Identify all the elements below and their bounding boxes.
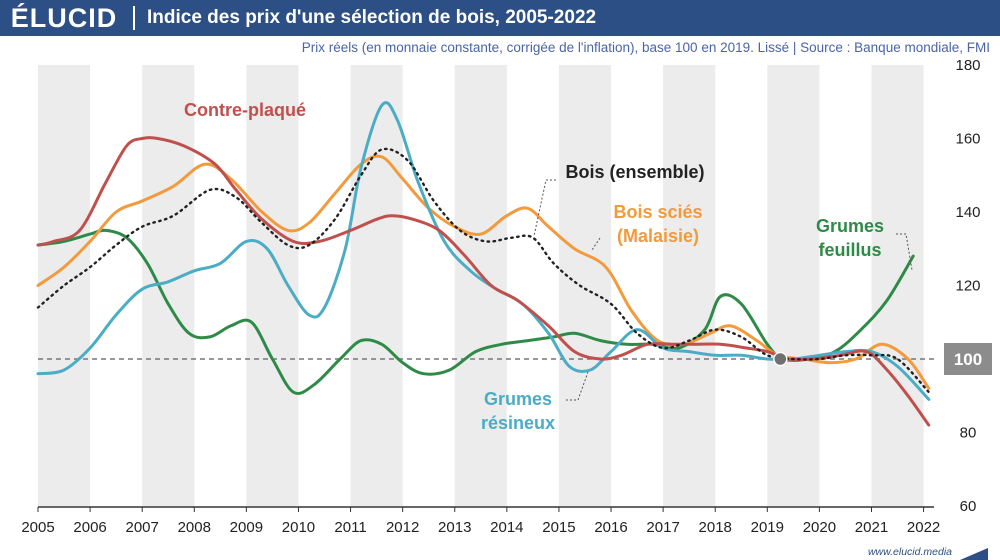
year-band (558, 65, 612, 506)
header-bar (0, 0, 1000, 36)
label-leader (591, 237, 601, 251)
x-tick-label: 2011 (334, 519, 366, 536)
series-lines (36, 101, 931, 427)
x-tick-label: 2007 (125, 519, 158, 536)
label-leader (896, 233, 913, 271)
year-band (767, 65, 820, 506)
year-band (38, 65, 91, 506)
y-tick-label: 120 (955, 278, 980, 295)
label-leader (566, 371, 589, 401)
series-line-grumes-feuillus (36, 228, 915, 396)
x-tick-label: 2008 (178, 519, 211, 536)
series-label-bois-ensemble: Bois (ensemble) (565, 162, 704, 182)
series-label-grumes-resineux: résineux (481, 413, 555, 433)
x-axis: 2005 2006 2007 2008 2009 2010 2011 2012 2013 2014… (21, 506, 940, 536)
series-label-bois-scies: Bois sciés (613, 202, 702, 222)
elucid-mark-icon (960, 548, 988, 560)
year-band (663, 65, 716, 506)
series-label-contre-plaque: Contre-plaqué (184, 100, 306, 120)
x-tick-label: 2006 (73, 519, 106, 536)
x-tick-label: 2022 (907, 519, 940, 536)
base-point-marker (773, 351, 788, 367)
y-tick-label: 140 (955, 204, 980, 221)
x-tick-label: 2020 (803, 519, 836, 536)
x-tick-label: 2019 (751, 519, 784, 536)
footer-url[interactable]: www.elucid.media (867, 546, 952, 558)
x-tick-label: 2005 (21, 519, 54, 536)
y-axis: 60 80 120 140 160 180 100 (944, 57, 992, 515)
series-label-grumes-resineux: Grumes (484, 389, 552, 409)
reference-label: 100 (954, 350, 982, 369)
x-tick-label: 2014 (490, 519, 523, 536)
y-tick-label: 160 (955, 131, 980, 148)
x-tick-label: 2010 (282, 519, 315, 536)
year-band (454, 65, 507, 506)
series-label-bois-scies: (Malaisie) (617, 226, 699, 246)
y-tick-label: 180 (955, 57, 980, 74)
year-band (246, 65, 299, 506)
chart-subtitle: Prix réels (en monnaie constante, corrig… (301, 40, 990, 55)
year-bands (38, 65, 924, 506)
x-tick-label: 2016 (594, 519, 627, 536)
series-line-grumes-resineux (36, 101, 931, 401)
x-tick-label: 2009 (230, 519, 263, 536)
x-tick-label: 2013 (438, 519, 471, 536)
x-tick-label: 2021 (855, 519, 888, 536)
y-tick-label: 60 (960, 498, 977, 515)
series-label-grumes-feuillus: Grumes (816, 216, 884, 236)
x-tick-label: 2015 (542, 519, 575, 536)
chart-title: Indice des prix d'une sélection de bois,… (147, 7, 597, 28)
x-tick-label: 2017 (646, 519, 679, 536)
header-separator (133, 6, 135, 30)
x-tick-label: 2018 (699, 519, 732, 536)
x-tick-label: 2012 (386, 519, 419, 536)
series-labels: Contre-plaqué Bois (ensemble) Bois sciés (M… (184, 100, 913, 433)
series-label-grumes-feuillus: feuillus (818, 240, 881, 260)
elucid-logo: ÉLUCID (10, 3, 118, 33)
reference-label-box (944, 343, 992, 375)
year-band (350, 65, 403, 506)
label-leader (533, 179, 556, 237)
y-tick-label: 80 (960, 425, 977, 442)
